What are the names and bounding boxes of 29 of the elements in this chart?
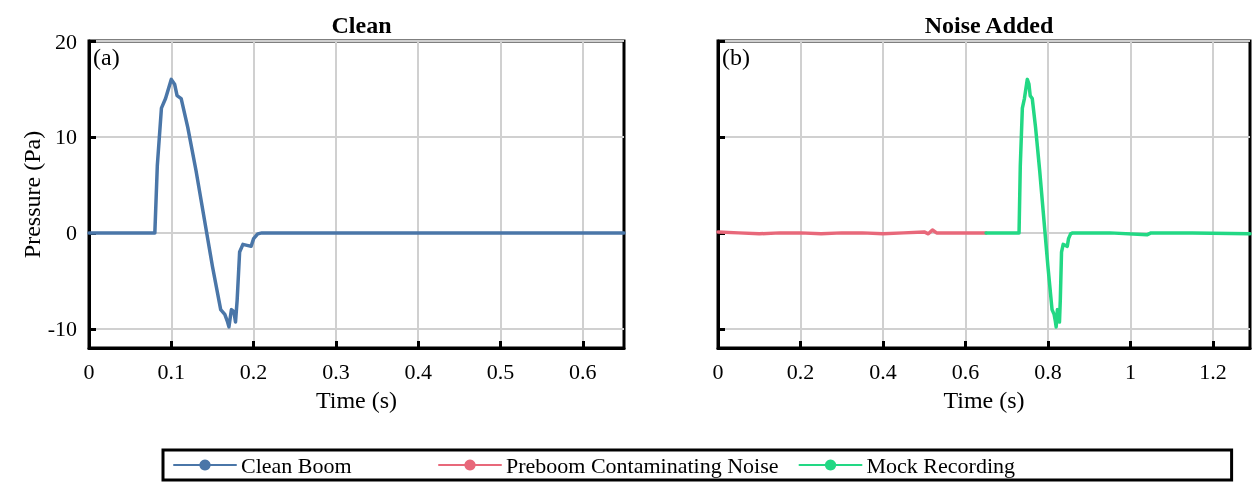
x-tick-label: 0.5 <box>486 358 515 384</box>
x-tick-label: 1.2 <box>1199 358 1227 384</box>
x-tick-label: 0 <box>712 358 724 384</box>
y-tick-label: -10 <box>47 316 77 342</box>
y-axis-title: Pressure (Pa) <box>18 130 45 259</box>
legend-label: Clean Boom <box>241 452 352 478</box>
annotation: (a) <box>93 44 120 70</box>
legend-label: Preboom Contaminating Noise <box>506 452 779 478</box>
x-tick-label: 0.3 <box>322 358 350 384</box>
y-tick-label: 10 <box>55 124 77 150</box>
x-tick-label: 0.2 <box>786 358 815 384</box>
x-tick-label: 0.4 <box>404 358 432 384</box>
x-tick-label: 0.2 <box>239 358 268 384</box>
x-tick-label: 0.8 <box>1034 358 1062 384</box>
line-series <box>87 77 626 329</box>
y-tick-label: 0 <box>66 220 77 246</box>
x-tick-label: 1 <box>1124 358 1136 384</box>
x-tick-label: 0.4 <box>869 358 897 384</box>
x-tick-label: 0.6 <box>569 358 597 384</box>
legend-label: Mock Recording <box>866 452 1015 478</box>
x-tick-label: 0.6 <box>951 358 980 384</box>
x-axis-title: Time (s) <box>943 387 1025 413</box>
annotation: (b) <box>722 44 750 70</box>
chart-title: Clean <box>331 12 392 38</box>
y-tick-label: 20 <box>55 28 77 54</box>
x-tick-label: 0.1 <box>157 358 186 384</box>
chart-title: Noise Added <box>924 12 1054 38</box>
x-tick-label: 0 <box>83 358 95 384</box>
x-axis-title: Time (s) <box>315 387 398 413</box>
